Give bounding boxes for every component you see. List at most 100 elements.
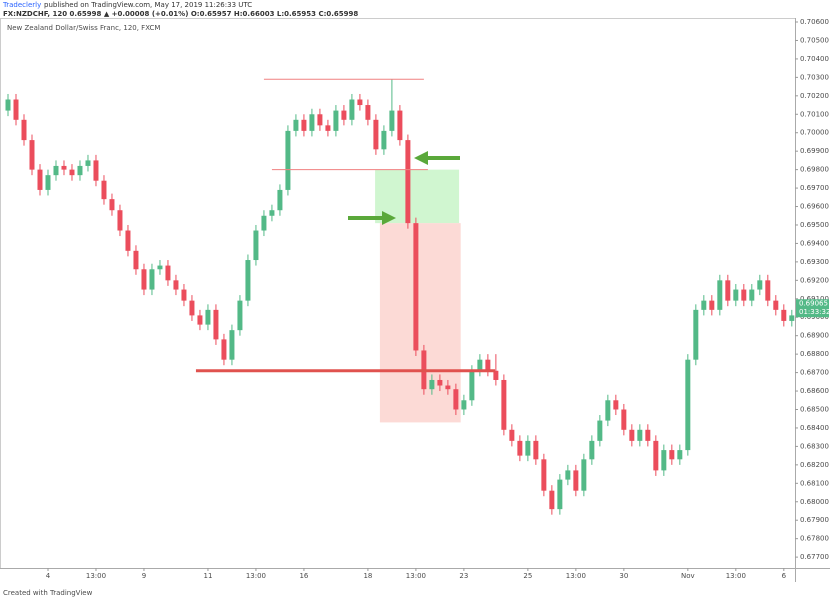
candle-body	[573, 470, 579, 491]
candle-body	[221, 339, 227, 360]
candle-body	[549, 490, 555, 510]
candle-body	[685, 359, 691, 451]
x-tick-label: 9	[142, 572, 146, 580]
y-tick-label: 0.67700	[800, 553, 829, 561]
candle-body	[461, 400, 467, 410]
candle-body	[453, 389, 459, 410]
x-tick-label: 16	[299, 572, 308, 580]
x-tick-label: 23	[459, 572, 468, 580]
y-tick-label: 0.69400	[800, 239, 829, 247]
candle-body	[477, 359, 483, 371]
candle-body	[405, 140, 411, 224]
candle-body	[669, 450, 675, 460]
candle-body	[133, 250, 139, 270]
y-tick-label: 0.70400	[800, 55, 829, 63]
candle-body	[749, 289, 755, 301]
candle-body	[21, 119, 27, 141]
candle-body	[85, 160, 91, 166]
candle-body	[325, 125, 331, 131]
y-tick-label: 0.70500	[800, 36, 829, 44]
candle-body	[29, 140, 35, 170]
candle-body	[269, 210, 275, 216]
candle-body	[773, 300, 779, 310]
chart-title: New Zealand Dollar/Swiss Franc, 120, FXC…	[7, 24, 160, 32]
y-tick-label: 0.70000	[800, 129, 829, 137]
y-tick-label: 0.70200	[800, 92, 829, 100]
candle-body	[389, 110, 395, 131]
y-tick-label: 0.68100	[800, 479, 829, 487]
countdown: 01:33:32	[799, 308, 830, 316]
y-tick-label: 0.69100	[800, 295, 829, 303]
x-tick-label: 13:00	[86, 572, 106, 580]
y-tick-label: 0.68300	[800, 442, 829, 450]
candle-body	[589, 440, 595, 460]
candle-body	[261, 215, 267, 231]
candle-body	[61, 165, 67, 170]
candle-body	[541, 459, 547, 491]
publisher[interactable]: Tradeclerly	[2, 1, 41, 9]
candle-body	[629, 429, 635, 441]
candle-body	[357, 99, 363, 106]
candle-body	[445, 385, 451, 390]
candle-body	[757, 280, 763, 290]
y-tick-label: 0.68500	[800, 405, 829, 413]
candle-body	[517, 440, 523, 456]
last-price-label: 0.69065	[799, 300, 828, 308]
candle-body	[613, 400, 619, 410]
candle-body	[277, 189, 283, 211]
candle-body	[533, 440, 539, 460]
candle-body	[285, 130, 291, 190]
candle-body	[365, 105, 371, 120]
candle-body	[5, 99, 11, 111]
candle-body	[213, 309, 219, 340]
candle-body	[373, 119, 379, 150]
candle-body	[501, 379, 507, 430]
y-tick-label: 0.68900	[800, 332, 829, 340]
last-price-badge	[796, 299, 829, 318]
candle-body	[701, 300, 707, 310]
candle-body	[693, 309, 699, 360]
y-tick-label: 0.68000	[800, 498, 829, 506]
candle-body	[333, 110, 339, 131]
x-tick-label: 30	[619, 572, 628, 580]
candle-body	[205, 309, 211, 325]
candle-body	[485, 359, 491, 371]
y-tick-label: 0.68400	[800, 424, 829, 432]
candle-body	[605, 400, 611, 421]
candle-body	[725, 280, 731, 301]
candle-body	[525, 440, 531, 456]
candle-body	[237, 300, 243, 331]
candle-body	[93, 160, 99, 181]
x-tick-label: Nov	[681, 572, 695, 580]
y-tick-label: 0.68600	[800, 387, 829, 395]
candle-body	[45, 175, 51, 190]
y-tick-label: 0.69500	[800, 221, 829, 229]
candle-body	[397, 110, 403, 141]
candle-body	[101, 180, 107, 200]
x-tick-label: 4	[46, 572, 51, 580]
y-tick-label: 0.70100	[800, 110, 829, 118]
candle-body	[293, 119, 299, 131]
candle-body	[781, 309, 787, 321]
candle-body	[13, 99, 19, 120]
candle-body	[709, 300, 715, 310]
candle-body	[165, 265, 171, 281]
y-tick-label: 0.67900	[800, 516, 829, 524]
x-tick-label: 25	[523, 572, 532, 580]
candle-body	[117, 210, 123, 231]
candle-body	[437, 379, 443, 386]
candle-body	[765, 280, 771, 301]
candle-body	[53, 165, 59, 176]
y-tick-label: 0.68800	[800, 350, 829, 358]
footer: Created with TradingView	[3, 589, 93, 597]
symbol-line: FX:NZDCHF, 120 0.65998 ▲ +0.00008 (+0.01…	[3, 10, 358, 18]
candle-body	[309, 114, 315, 131]
candle-body	[37, 169, 43, 190]
candle-body	[197, 315, 203, 325]
candle-body	[349, 99, 355, 120]
y-tick-label: 0.68200	[800, 461, 829, 469]
y-tick-label: 0.69900	[800, 147, 829, 155]
y-tick-label: 0.69600	[800, 203, 829, 211]
candle-body	[253, 230, 259, 261]
candle-body	[149, 269, 155, 290]
